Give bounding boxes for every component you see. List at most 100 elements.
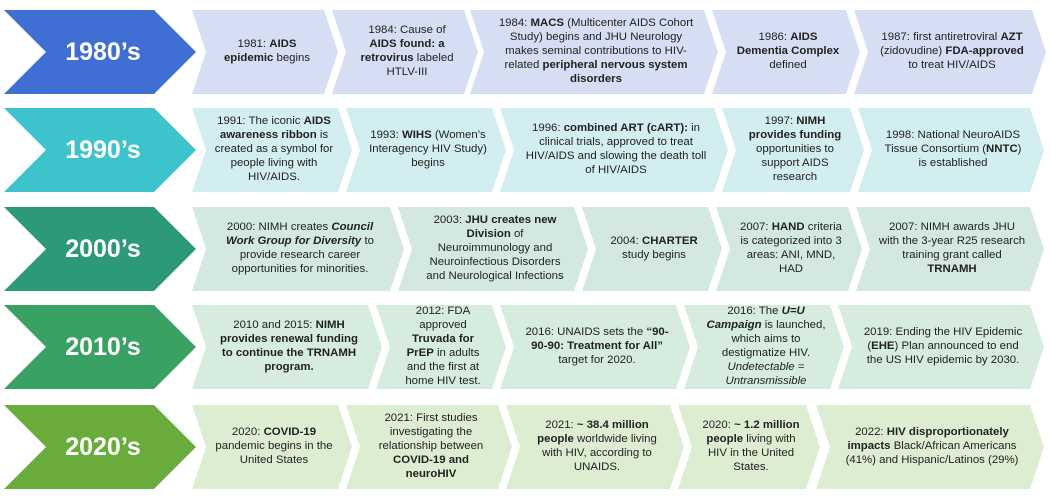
timeline-event: 2003: JHU creates new Division of Neuroi… xyxy=(398,207,588,291)
event-text-segment: ) is established xyxy=(918,143,1022,169)
event-text: 2022: HIV disproportionately impacts Bla… xyxy=(838,426,1026,468)
event-text-segment: 2019: Ending the HIV Epidemic ( xyxy=(863,326,1023,353)
event-text: 2004: CHARTER study begins xyxy=(604,235,704,263)
event-text: 2000: NIMH creates Council Work Group fo… xyxy=(214,221,386,277)
timeline-event: 1996: combined ART (cART): in clinical t… xyxy=(500,108,728,192)
event-text-segment: EHE xyxy=(871,340,895,353)
event-text-segment: AIDS found: a retrovirus xyxy=(360,38,445,64)
decade-label: 1980’s xyxy=(65,37,141,66)
event-text: 2021: ~ 38.4 million people worldwide li… xyxy=(528,419,666,475)
decade-row: 2010’s 2010 and 2015: NIMH provides renew… xyxy=(0,305,1050,389)
event-text-segment: CHARTER xyxy=(641,235,698,248)
event-text-segment: living with HIV in the United States. xyxy=(707,433,796,473)
event-text-segment: NIMH provides renewal funding to continu… xyxy=(220,319,358,373)
timeline-event: 2021: First studies investigating the re… xyxy=(346,405,512,489)
timeline-event: 1997: NIMH provides funding opportunitie… xyxy=(722,108,864,192)
event-text: 1984: Cause of AIDS found: a retrovirus … xyxy=(354,24,460,80)
event-text-segment: opportunities to support AIDS research xyxy=(756,143,834,183)
event-text-segment: U=U Campaign xyxy=(706,305,805,332)
event-text-segment: 2012: FDA approved xyxy=(415,305,471,332)
event-text-segment: (Women’s Interagency HIV Study) begins xyxy=(369,129,487,169)
event-text-segment: 1993: xyxy=(370,129,402,142)
event-text-segment: study begins xyxy=(622,249,686,261)
event-text-segment: 1984: xyxy=(498,17,531,30)
event-text-segment: (Multicenter AIDS Cohort Study) begins a… xyxy=(504,17,694,71)
decade-chevron: 2010’s xyxy=(4,305,196,389)
event-text: 1986: AIDS Dementia Complex defined xyxy=(734,31,842,73)
event-text-segment: 2021: xyxy=(545,419,577,432)
event-text-segment: HAND xyxy=(771,221,805,234)
timeline-event: 1984: MACS (Multicenter AIDS Cohort Stud… xyxy=(470,10,718,94)
decade-chevron: 2000’s xyxy=(4,207,196,291)
event-text-segment: to provide research career opportunities… xyxy=(231,235,374,275)
event-text-segment: ~ 38.4 million people xyxy=(537,419,649,446)
decade-label: 2010’s xyxy=(65,332,141,361)
timeline-event: 1987: first antiretroviral AZT (zidovudi… xyxy=(854,10,1046,94)
decade-chevron: 1980’s xyxy=(4,10,196,94)
event-text-segment: 1997: xyxy=(764,115,797,128)
event-text: 2021: First studies investigating the re… xyxy=(368,412,494,482)
event-text-segment: ~ 1.2 million people xyxy=(706,419,800,446)
event-text-segment: in clinical trials, approved to treat HI… xyxy=(525,122,707,176)
decade-chevron: 1990’s xyxy=(4,108,196,192)
event-text: 2019: Ending the HIV Epidemic (EHE) Plan… xyxy=(860,326,1026,368)
event-text: 2010 and 2015: NIMH provides renewal fun… xyxy=(214,319,364,375)
event-text: 2012: FDA approved Truvada for PrEP in a… xyxy=(398,305,488,388)
timeline-event: 1986: AIDS Dementia Complex defined xyxy=(712,10,860,94)
event-text-segment: 1996: xyxy=(532,122,564,135)
event-text-segment: of Neuroimmunology and Neuroinfectious D… xyxy=(426,228,564,282)
timeline-event: 2007: NIMH awards JHU with the 3-year R2… xyxy=(856,207,1044,291)
event-text-segment: MACS xyxy=(530,17,565,30)
event-text: 2020: COVID-19 pandemic begins in the Un… xyxy=(214,426,334,468)
event-text-segment: 2003: xyxy=(433,214,466,227)
event-text-segment: pandemic begins in the United States xyxy=(215,440,333,466)
event-text: 1996: combined ART (cART): in clinical t… xyxy=(522,122,710,178)
event-text-segment: AZT xyxy=(1000,31,1023,44)
event-text: 2003: JHU creates new Division of Neuroi… xyxy=(420,214,570,284)
event-text-segment: “90-90-90: Treatment for All” xyxy=(531,326,669,353)
event-text-segment: FDA-approved xyxy=(945,45,1024,58)
event-text: 1987: first antiretroviral AZT (zidovudi… xyxy=(876,31,1028,73)
event-text-segment: 1991: The iconic xyxy=(217,115,304,128)
decade-row: 2020’s 2020: COVID-19 pandemic begins in … xyxy=(0,405,1050,489)
event-text-segment: ) Plan announced to end the US HIV epide… xyxy=(866,340,1020,366)
event-text: 2020: ~ 1.2 million people living with H… xyxy=(700,419,802,475)
event-text-segment: to treat HIV/AIDS xyxy=(908,58,996,71)
timeline-event: 2004: CHARTER study begins xyxy=(582,207,722,291)
event-text-segment: 2007: NIMH awards JHU with the 3-year R2… xyxy=(878,221,1026,261)
event-text-segment: peripheral nervous system disorders xyxy=(542,58,688,85)
timeline-event: 1991: The iconic AIDS awareness ribbon i… xyxy=(192,108,352,192)
event-text: 1991: The iconic AIDS awareness ribbon i… xyxy=(214,115,334,185)
decade-label: 1990’s xyxy=(65,135,141,164)
timeline-event: 2007: HAND criteria is categorized into … xyxy=(716,207,862,291)
event-text-segment: target for 2020. xyxy=(558,353,636,366)
timeline-event: 2000: NIMH creates Council Work Group fo… xyxy=(192,207,404,291)
event-text-segment: is launched, which aims to destigmatize … xyxy=(721,319,826,359)
event-text-segment: labeled HTLV-III xyxy=(386,52,454,78)
event-text: 1984: MACS (Multicenter AIDS Cohort Stud… xyxy=(492,17,700,87)
event-text-segment: criteria is categorized into 3 areas: AN… xyxy=(740,221,842,275)
event-text-segment: AIDS awareness ribbon xyxy=(219,115,331,142)
timeline-event: 1993: WIHS (Women’s Interagency HIV Stud… xyxy=(346,108,506,192)
event-text-segment: 1987: first antiretroviral xyxy=(881,31,1001,44)
event-text-segment: AIDS Dementia Complex xyxy=(736,31,840,58)
event-text-segment: 2010 and 2015: xyxy=(233,319,316,332)
event-text-segment: 2020: xyxy=(702,419,735,432)
event-text-segment: COVID-19 xyxy=(263,426,317,439)
event-text-segment: 1981: xyxy=(237,38,270,51)
event-text-segment: HIV disproportionately impacts xyxy=(847,426,1009,453)
event-text-segment: (zidovudine) xyxy=(880,45,946,58)
event-text-segment: Undetectable = Untransmissible xyxy=(725,360,807,387)
decade-row: 1990’s 1991: The iconic AIDS awareness ri… xyxy=(0,108,1050,192)
timeline-event: 2016: The U=U Campaign is launched, whic… xyxy=(684,305,844,389)
timeline-event: 2022: HIV disproportionately impacts Bla… xyxy=(816,405,1044,489)
timeline-event: 1981: AIDS epidemic begins xyxy=(192,10,338,94)
event-text-segment: 2016: The xyxy=(727,305,782,318)
event-text-segment: WIHS xyxy=(401,129,432,142)
decade-label: 2020’s xyxy=(65,432,141,461)
event-text: 1981: AIDS epidemic begins xyxy=(214,38,320,66)
event-text-segment: 2000: NIMH creates xyxy=(226,221,332,234)
timeline-event: 2010 and 2015: NIMH provides renewal fun… xyxy=(192,305,382,389)
event-text-segment: Black/African Americans (41%) and Hispan… xyxy=(845,440,1019,466)
